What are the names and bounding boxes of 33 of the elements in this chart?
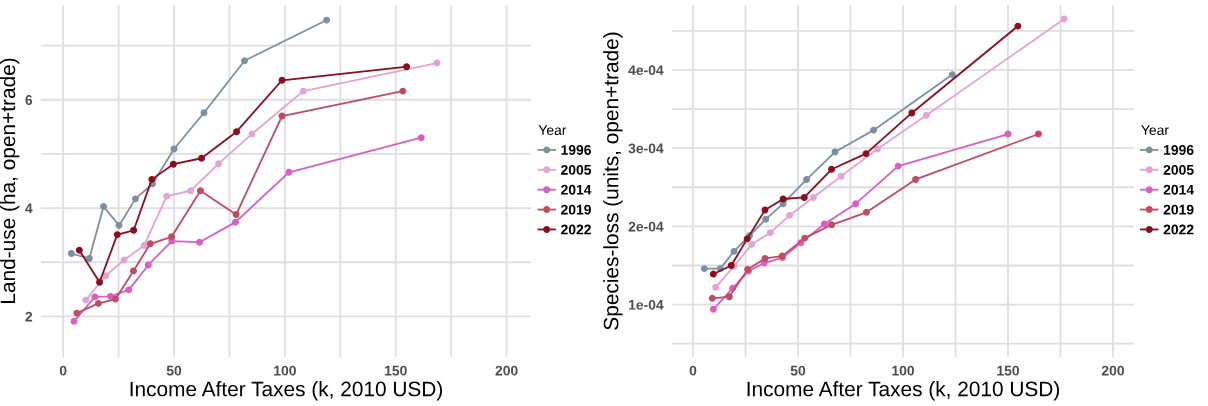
x-axis-title: Income After Taxes (k, 2010 USD) (130, 381, 442, 401)
legend-label: 1996 (561, 145, 591, 155)
x-axis-title: Income After Taxes (k, 2010 USD) (747, 381, 1059, 401)
x-tick-label: 0 (59, 365, 67, 376)
x-tick-label: 150 (997, 365, 1020, 376)
legend-title: Year (1141, 125, 1169, 135)
x-tick-label: 0 (689, 365, 697, 376)
legend-label: 2022 (561, 224, 591, 235)
legend-label: 1996 (1164, 145, 1194, 155)
legend-label: 2005 (561, 164, 592, 175)
legend-label: 2019 (1163, 204, 1194, 215)
x-tick-label: 200 (495, 365, 518, 376)
legend-label: 2014 (561, 184, 592, 195)
legend-label: 2022 (1163, 224, 1194, 235)
x-tick-label: 50 (790, 365, 806, 376)
y-tick-label: 3e-04 (628, 143, 664, 154)
legend-label: 2019 (561, 204, 591, 215)
y-axis-title: Species-loss (units, open+trade) (603, 32, 623, 330)
legend-label: 2005 (1163, 164, 1194, 175)
x-tick-label: 150 (385, 365, 407, 376)
y-tick-label: 1e-04 (629, 299, 664, 310)
x-tick-label: 200 (1101, 365, 1125, 376)
y-tick-label: 6 (25, 95, 33, 105)
x-tick-label: 100 (274, 365, 296, 376)
y-tick-label: 4 (25, 203, 33, 214)
y-axis-title: Land-use (ha, open+trade) (0, 58, 20, 303)
x-tick-label: 50 (166, 365, 182, 376)
y-tick-label: 2e-04 (628, 221, 664, 232)
y-tick-label: 2 (25, 311, 33, 322)
x-tick-label: 100 (892, 365, 915, 376)
legend-label: 2014 (1163, 184, 1194, 195)
legend-title: Year (538, 125, 567, 135)
y-tick-label: 4e-04 (628, 65, 664, 76)
